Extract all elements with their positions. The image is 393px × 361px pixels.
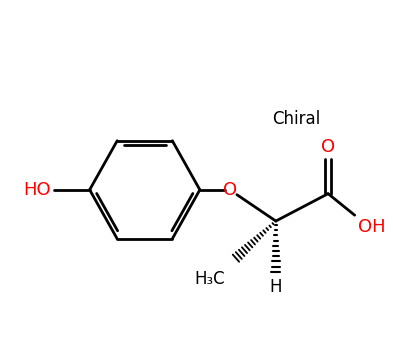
Text: HO: HO <box>23 181 51 199</box>
Text: H: H <box>270 278 282 296</box>
Text: Chiral: Chiral <box>273 110 321 129</box>
Text: O: O <box>321 138 335 156</box>
Text: H₃C: H₃C <box>194 270 224 288</box>
Text: OH: OH <box>358 218 385 236</box>
Text: O: O <box>223 181 237 199</box>
